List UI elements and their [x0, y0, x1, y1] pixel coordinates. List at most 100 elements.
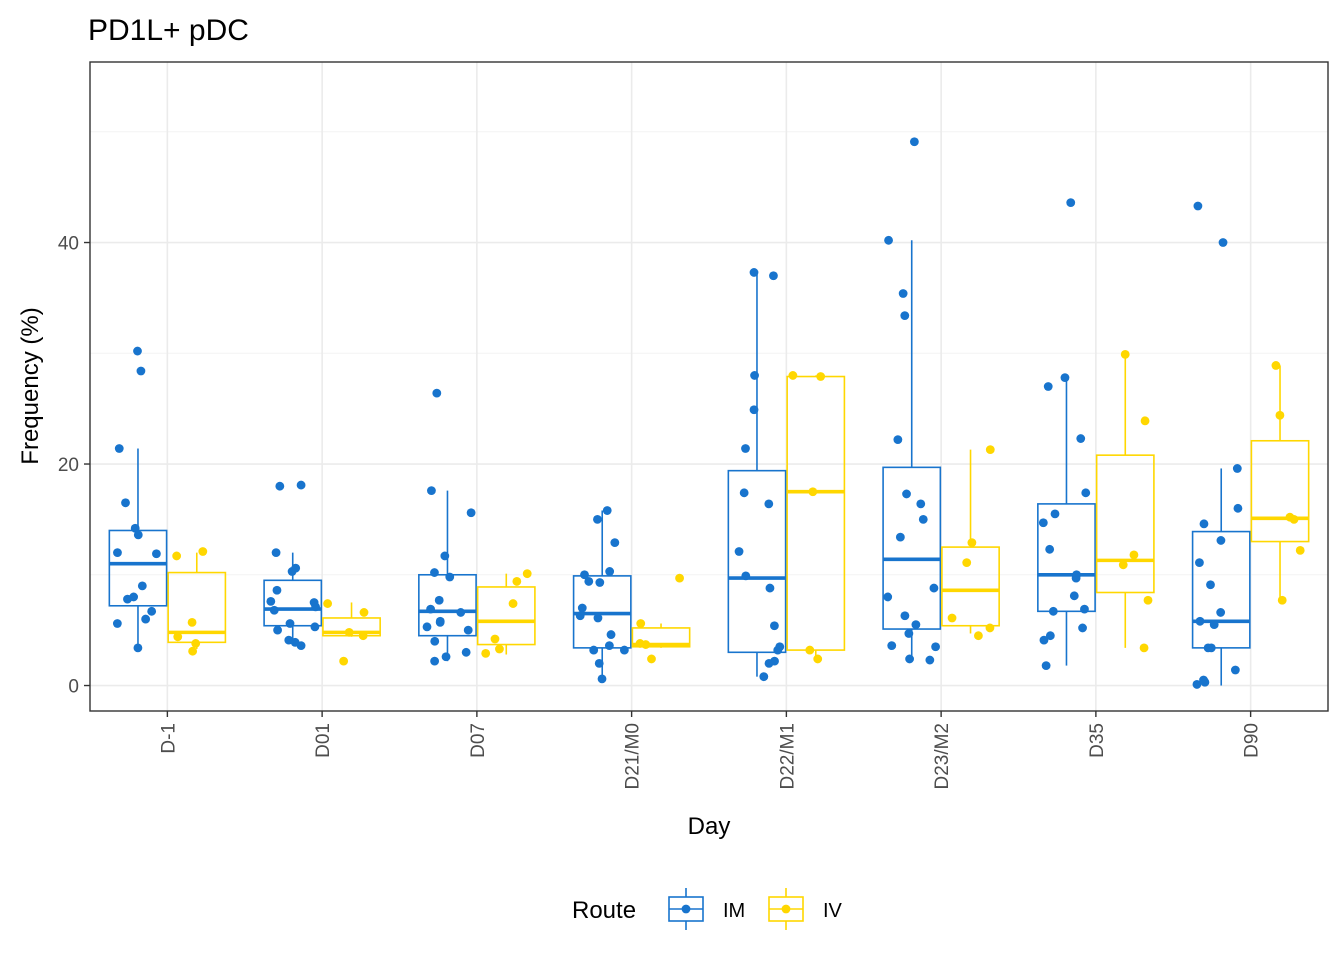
box-iqr: [941, 546, 1000, 627]
iv-data-point: [1118, 560, 1128, 570]
im-data-point: [1218, 238, 1228, 247]
plot-background: [90, 62, 1328, 711]
im-data-point: [1216, 608, 1226, 617]
im-data-point: [925, 655, 935, 665]
im-data-point: [123, 594, 132, 604]
im-data-point: [887, 641, 897, 651]
im-data-point: [1209, 620, 1219, 630]
im-data-point: [909, 137, 919, 147]
im-data-point: [1041, 661, 1051, 670]
iv-data-point: [985, 623, 995, 633]
y-tick-label: 40: [58, 234, 79, 255]
x-tick-label: D01: [313, 723, 334, 758]
im-data-point: [269, 605, 279, 615]
iv-data-point: [813, 654, 823, 664]
im-data-point: [422, 622, 432, 632]
im-data-point: [296, 480, 306, 490]
legend-label: IM: [723, 900, 745, 922]
im-data-point: [463, 625, 473, 635]
im-data-point: [133, 346, 142, 356]
im-data-point: [773, 645, 783, 655]
y-tick-label: 20: [58, 455, 79, 476]
im-data-point: [1078, 623, 1087, 633]
im-data-point: [1199, 519, 1209, 529]
axes: 0 20 40 D-1 D01 D07 D21/M0 D22/M1 D23/M2 D35 D90: [58, 234, 1263, 790]
iv-data-point: [675, 573, 684, 583]
iv-data-point: [187, 617, 197, 627]
iv-data-point: [947, 613, 957, 623]
im-data-point: [266, 596, 276, 606]
x-tick-label: D90: [1242, 723, 1263, 758]
im-data-point: [426, 604, 436, 614]
im-box-D23-M2: [882, 240, 942, 661]
im-data-point: [112, 619, 122, 628]
im-data-point: [136, 366, 146, 376]
box-iqr: [1095, 454, 1155, 594]
im-data-point: [1071, 573, 1081, 583]
im-data-point: [1045, 631, 1055, 641]
im-data-point: [770, 621, 779, 631]
im-data-point: [152, 549, 161, 559]
im-data-point: [1230, 665, 1240, 675]
im-data-point: [1081, 488, 1091, 498]
iv-data-point: [323, 599, 333, 608]
im-data-point: [575, 611, 585, 621]
chart-marks: [108, 137, 1310, 689]
im-data-point: [741, 444, 750, 453]
im-data-point: [619, 645, 629, 655]
im-data-point: [311, 602, 320, 612]
iv-data-point: [188, 646, 198, 656]
iv-data-point: [962, 558, 972, 567]
iv-data-point: [1271, 361, 1281, 370]
x-tick-label: D35: [1087, 723, 1108, 758]
iv-data-point: [198, 547, 208, 556]
im-data-point: [456, 608, 466, 617]
im-data-point: [445, 572, 455, 582]
iv-data-point: [967, 538, 977, 548]
iv-data-point: [359, 608, 369, 617]
iv-data-point: [358, 631, 368, 641]
iv-box-D90: [1250, 365, 1310, 600]
im-data-point: [1045, 544, 1055, 554]
im-data-point: [1200, 677, 1210, 687]
legend-point: [781, 904, 791, 914]
iv-data-point: [974, 631, 983, 641]
iv-box-D35: [1095, 354, 1155, 648]
im-data-point: [610, 538, 620, 548]
iv-data-point: [481, 649, 491, 658]
im-data-point: [1206, 580, 1215, 590]
im-data-point: [296, 641, 306, 651]
im-data-point: [765, 583, 775, 593]
im-data-point: [893, 435, 903, 445]
im-data-point: [580, 570, 589, 580]
iv-data-point: [1139, 643, 1149, 653]
x-tick-label: D07: [468, 723, 489, 758]
im-data-point: [1043, 382, 1053, 391]
im-data-point: [900, 611, 910, 621]
im-data-point: [287, 567, 297, 576]
iv-data-point: [1295, 546, 1305, 555]
iv-data-point: [1277, 595, 1287, 605]
iv-data-point: [191, 639, 201, 648]
im-data-point: [273, 625, 282, 635]
im-data-point: [113, 548, 122, 558]
im-data-point: [271, 548, 281, 558]
im-data-point: [604, 641, 614, 651]
iv-data-point: [1289, 515, 1299, 524]
im-data-point: [1195, 616, 1205, 626]
im-data-point: [764, 658, 774, 668]
im-data-point: [602, 506, 612, 515]
im-data-point: [137, 581, 147, 591]
im-data-point: [577, 603, 587, 613]
iv-data-point: [508, 599, 518, 608]
box-iqr: [108, 529, 168, 607]
box-iqr: [1250, 439, 1310, 543]
box-iqr: [631, 627, 691, 648]
im-data-point: [911, 620, 921, 630]
im-data-point: [916, 499, 926, 509]
im-data-point: [434, 595, 444, 605]
im-data-point: [918, 515, 928, 524]
im-data-point: [1193, 201, 1203, 211]
im-data-point: [133, 530, 143, 540]
